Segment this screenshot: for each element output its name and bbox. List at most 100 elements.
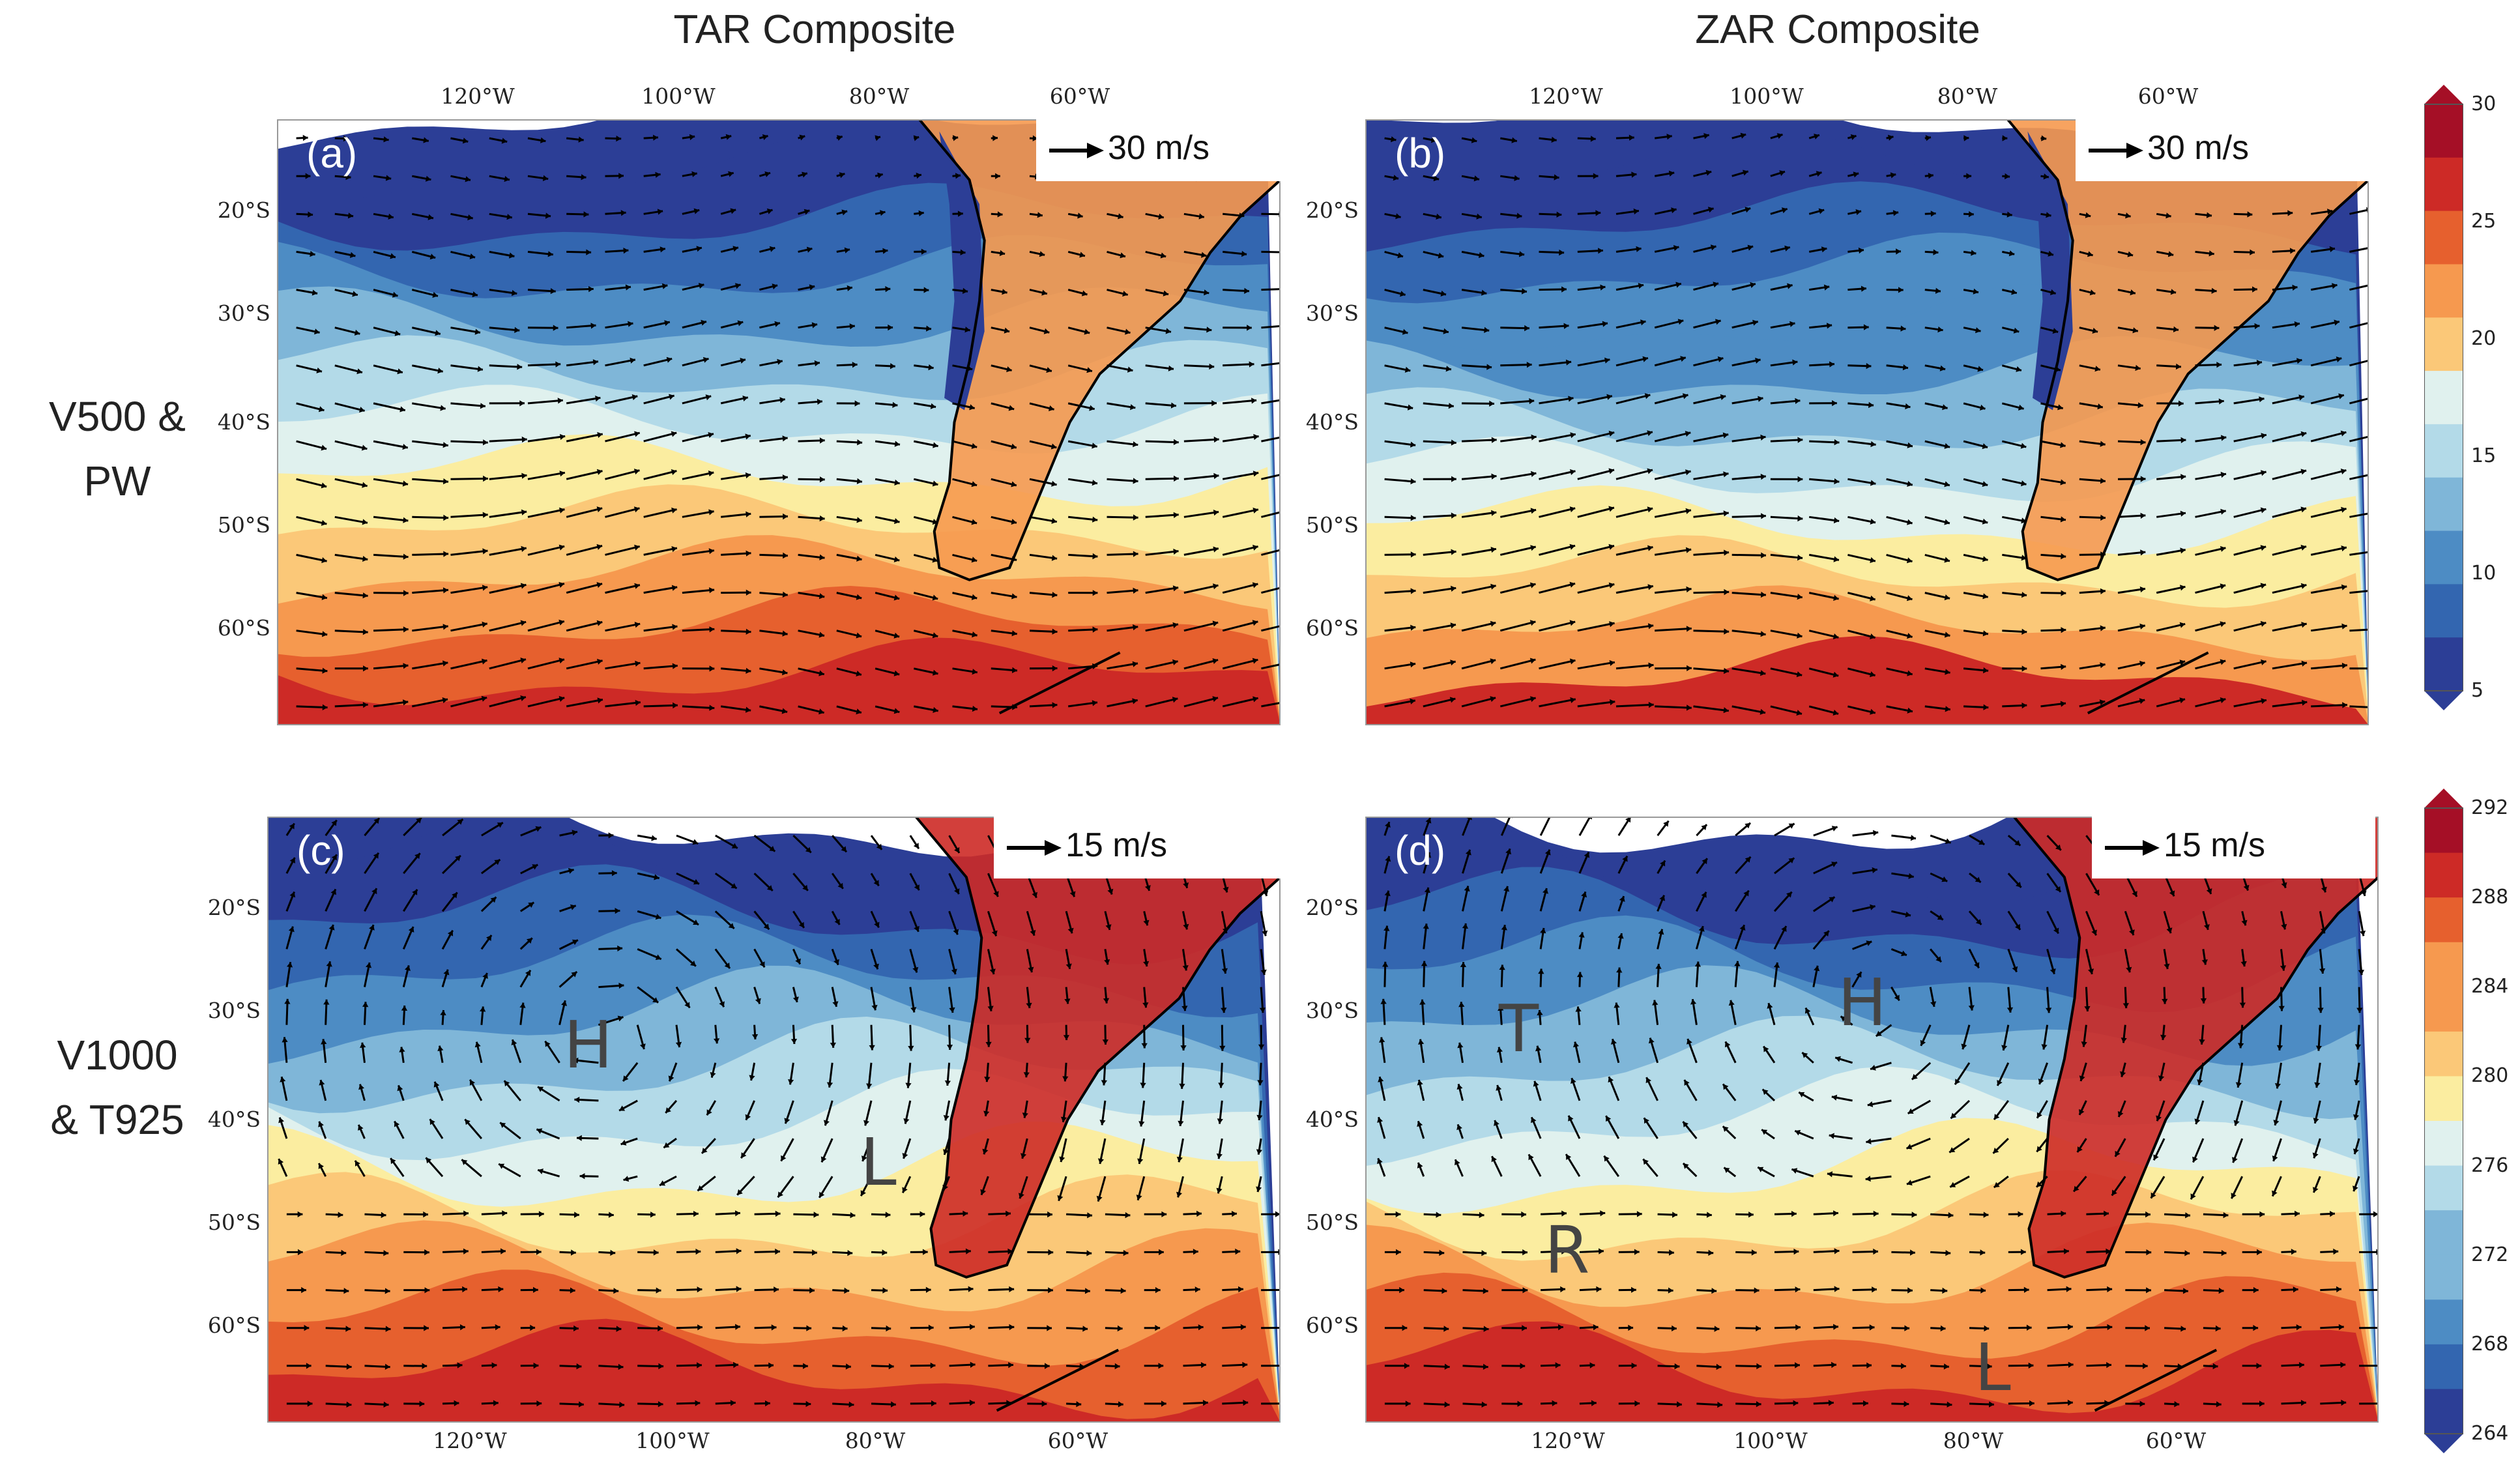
colorbar-swatch [2424,1121,2463,1167]
wind-vector-head [385,1326,391,1332]
wind-vector-head [1047,1211,1052,1218]
wind-vector-head [355,1160,360,1167]
wind-vector-head [514,326,520,333]
wind-vector-head [472,291,478,298]
wind-vector-head [2220,508,2226,515]
wind-vector-head [1797,555,1803,561]
wind-vector-head [495,1324,500,1331]
wind-vector-head [2293,1286,2298,1293]
wind-vector-head [1161,1211,1167,1217]
wind-vector-head [483,475,488,482]
wind-vector-head [1172,697,1178,703]
lon-tick-label: 60°W [2145,1428,2207,1453]
wind-vector-head [1007,1248,1013,1255]
wind-vector [412,402,446,410]
wind-vector-head [321,482,327,489]
wind-vector-head [1935,287,1941,294]
wind-vector-head [1486,364,1492,370]
wind-vector-head [2140,439,2146,446]
wind-vector-head [358,1124,364,1131]
wind-vector-head [1870,518,1876,525]
wind-vector [682,628,715,632]
wind-vector-head [422,1363,427,1369]
wind-vector-head [969,1324,975,1330]
wind-vector [1145,697,1178,708]
wind-vector-head [2300,583,2307,589]
wind-vector-head [635,660,641,667]
wind-vector [2310,394,2345,405]
wind-vector-head [1195,1286,1200,1293]
wind-vector-head [1410,478,1416,485]
wind-vector-head [856,478,862,484]
wind-vector-head [2137,402,2143,409]
wind-vector-head [1856,972,1862,978]
wind-vector-head [942,1184,948,1191]
wind-vector-head [783,552,788,559]
wind-vector-head [1707,207,1714,213]
wind-vector-head [1942,1287,1948,1294]
wind-vector-head [1235,1248,1241,1255]
antarctic-peninsula [998,651,1121,715]
wind-vector-head [592,359,598,366]
wind-vector [1107,440,1138,446]
wind-vector-head [319,1080,325,1086]
wind-vector-head [1219,1045,1226,1051]
wind-vector-head [532,864,538,870]
wind-vector-head [1418,1039,1425,1045]
wind-vector-head [1647,506,1653,513]
wind-vector [2349,246,2369,253]
wind-vector-head [1760,631,1766,637]
wind-vector-head [1081,290,1088,297]
wind-vector [605,661,641,670]
wind-vector-head [1133,478,1138,484]
wind-vector-head [1379,1037,1385,1043]
lat-tick-label: 50°S [207,1210,261,1236]
wind-vector-head [2247,211,2253,218]
wind-vector-head [719,1001,725,1008]
wind-vector-head [384,1288,390,1294]
wind-vector-head [2125,212,2131,219]
wind-vector [527,658,565,670]
wind-vector-head [668,1075,674,1082]
wind-vector-head [440,405,446,411]
map-canvas [1365,817,2379,1423]
wind-vector-head [2373,1211,2379,1217]
wind-vector-head [1675,282,1681,288]
wind-vector-head [452,892,457,899]
wind-vector-head [1745,822,1751,829]
wind-vector-head [922,1249,928,1255]
wind-vector [1770,630,1803,638]
wind-vector-head [705,394,712,401]
wind-vector-head [1593,1324,1599,1331]
wind-vector [2310,585,2347,594]
wind-vector-head [2145,1211,2151,1218]
wind-vector-head [691,171,697,177]
wind-vector [2233,699,2267,708]
column-title-tar: TAR Composite [673,7,956,52]
wind-vector-head [1483,1363,1488,1370]
wind-vector-head [321,444,327,451]
wind-vector-head [1465,849,1471,856]
wind-vector-head [597,697,603,704]
wind-vector-head [1402,1325,1408,1331]
wind-vector-head [610,1249,616,1256]
wind-vector-head [2107,1324,2113,1331]
wind-vector-head [1870,441,1876,448]
map-canvas [277,119,1281,725]
wind-vector-head [1631,171,1637,178]
wind-vector [2272,358,2302,367]
wind-vector [1223,363,1254,367]
wind-vector-head [536,1128,543,1134]
wind-vector-head [809,284,815,291]
wind-vector-head [1608,544,1614,550]
wind-vector [2195,547,2226,556]
wind-vector-head [2053,927,2059,934]
wind-vector [1808,592,1839,600]
wind-vector-head [697,1286,702,1293]
wind-vector-head [1575,1006,1582,1012]
wind-vector-head [630,357,635,364]
wind-vector-head [933,442,938,448]
wind-vector-head [842,1325,848,1332]
lon-tick-label: 100°W [641,83,716,109]
wind-vector-head [371,888,377,895]
